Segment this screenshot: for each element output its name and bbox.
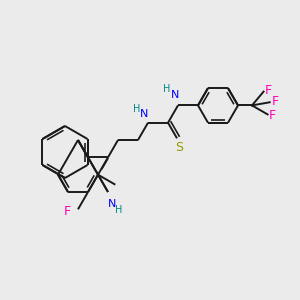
Text: N: N — [140, 109, 148, 119]
Text: H: H — [115, 205, 123, 215]
Text: N: N — [171, 90, 179, 100]
Text: F: F — [269, 109, 276, 122]
Text: F: F — [64, 205, 71, 218]
Text: F: F — [272, 95, 279, 108]
Text: S: S — [175, 141, 183, 154]
Text: H: H — [163, 84, 171, 94]
Text: N: N — [108, 199, 116, 209]
Text: F: F — [265, 84, 272, 97]
Text: H: H — [133, 104, 141, 114]
